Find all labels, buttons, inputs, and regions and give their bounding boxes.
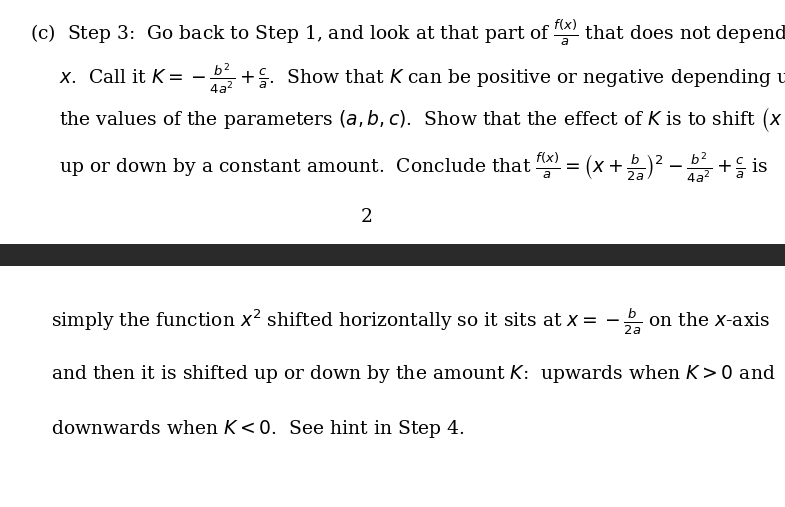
Text: simply the function $x^2$ shifted horizontally so it sits at $x = -\frac{b}{2a}$: simply the function $x^2$ shifted horizo… — [51, 307, 770, 337]
Text: up or down by a constant amount.  Conclude that $\frac{f(x)}{a} = \left(x + \fra: up or down by a constant amount. Conclud… — [59, 150, 769, 185]
Text: 2: 2 — [361, 208, 373, 226]
Text: and then it is shifted up or down by the amount $K$:  upwards when $K > 0$ and: and then it is shifted up or down by the… — [51, 363, 776, 384]
Text: downwards when $K < 0$.  See hint in Step 4.: downwards when $K < 0$. See hint in Step… — [51, 418, 465, 440]
Bar — [0, 244, 785, 266]
Text: (c)  Step 3:  Go back to Step 1, and look at that part of $\frac{f(x)}{a}$ that : (c) Step 3: Go back to Step 1, and look … — [30, 18, 785, 48]
Text: $x$.  Call it $K = -\frac{b^2}{4a^2} + \frac{c}{a}$.  Show that $K$ can be posit: $x$. Call it $K = -\frac{b^2}{4a^2} + \f… — [59, 62, 785, 96]
Text: the values of the parameters $(a, b, c)$.  Show that the effect of $K$ is to shi: the values of the parameters $(a, b, c)$… — [59, 106, 785, 136]
